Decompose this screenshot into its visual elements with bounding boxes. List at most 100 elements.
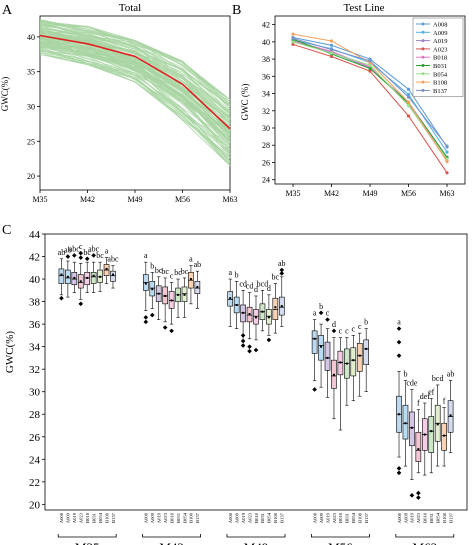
line-label: B018 [85, 512, 90, 523]
outlier-marker [65, 254, 71, 259]
mean-marker [267, 316, 270, 319]
box-body [324, 341, 331, 371]
line-label: A009 [150, 512, 155, 523]
group-bracket [142, 534, 201, 538]
line-label: B031 [91, 512, 96, 523]
group-M63: a A008 b A009 cde A019 f A023 def B018 ef B031 bcd B0… [395, 318, 455, 545]
group-bracket [395, 534, 455, 538]
box-body [311, 330, 318, 354]
significance-letter: f [443, 396, 446, 405]
x-tick-label: M56 [401, 189, 416, 198]
x-tick-label: M35 [32, 195, 47, 204]
box-A009: ab A009 [64, 246, 72, 524]
group-M49: aA008bA009cdA019cdA023dB018bcdB031dB054b… [226, 259, 286, 545]
box-body [356, 342, 363, 372]
bundle-line [39, 40, 231, 141]
box-A019: abc A019 [69, 244, 81, 523]
panel-a-letter: A [2, 3, 13, 18]
x-tick-label: M56 [175, 195, 190, 204]
series-point [445, 150, 449, 154]
group-M42: aA008bA009bcA019bcA023cB018bcB031bcB054a… [142, 251, 201, 545]
mean-marker [177, 293, 180, 296]
line-label: B137 [448, 512, 453, 523]
box-A019: c A019 [324, 309, 331, 523]
panel-a-ylabel: GWC(%) [0, 77, 10, 112]
significance-letter: d [332, 320, 336, 329]
significance-letter: c [170, 271, 174, 280]
series-point [291, 42, 295, 47]
box-B031: bc B031 [174, 268, 182, 523]
group-M56: a A008 b A009 c A019 d A023 c B018 c B031 c B054 c B108… [311, 302, 370, 545]
mean-marker [144, 282, 147, 285]
box-body [350, 347, 357, 377]
box-B031: bcd B031 [257, 279, 269, 523]
significance-letter: b [403, 369, 407, 378]
box-A008: a A008 [396, 318, 402, 523]
line-label: B031 [429, 512, 434, 523]
mean-marker [449, 414, 452, 417]
panel-a-title: Total [119, 2, 141, 14]
box-body [110, 270, 116, 282]
y-tick-label: 38 [29, 297, 41, 309]
box-B137: abc B137 [107, 255, 119, 523]
legend-label: A008 [433, 22, 447, 29]
line-label: B018 [254, 512, 259, 523]
box-body [58, 268, 65, 284]
line-label: A008 [144, 512, 149, 523]
series-point [329, 39, 334, 43]
bundle-line [39, 21, 231, 100]
panel-b: B Test Line GWC (%) 24 26 28 30 32 34 36 38 40 42… [232, 2, 466, 198]
box-B031: c B031 [344, 327, 350, 523]
outlier-marker [84, 256, 90, 262]
x-tick-label: M49 [362, 189, 377, 198]
y-tick-label: 42 [262, 21, 270, 30]
line-label: A019 [325, 512, 330, 523]
significance-letter: a [313, 309, 317, 318]
line-label: B018 [423, 512, 428, 523]
box-body [428, 416, 435, 453]
legend-marker [421, 88, 425, 92]
y-tick-label: 40 [29, 274, 41, 286]
outlier-marker [78, 250, 84, 256]
mean-marker [157, 292, 160, 295]
box-A009: b A009 [233, 270, 240, 523]
outlier-marker [325, 317, 330, 322]
series-point [329, 51, 334, 55]
series-point [329, 48, 334, 52]
y-tick-label: 32 [29, 364, 40, 376]
significance-letter: cd [239, 279, 247, 288]
x-tick-label: M63 [222, 195, 237, 204]
mean-marker [255, 316, 257, 319]
series-point [445, 160, 449, 164]
bundle-line [39, 23, 231, 114]
box-B108: f B108 [441, 396, 447, 523]
box-B054: d B054 [266, 284, 272, 523]
legend-label: B137 [433, 88, 448, 95]
y-tick-label: 36 [29, 319, 41, 331]
mean-marker [358, 354, 361, 357]
x-tick-label: M35 [285, 189, 300, 198]
legend-marker [421, 55, 425, 59]
legend-marker [421, 64, 425, 67]
series-point [368, 59, 372, 63]
series-point [329, 43, 334, 47]
significance-letter: c [358, 322, 362, 331]
y-tick-label: 30 [27, 102, 35, 111]
line-label: A019 [410, 512, 415, 523]
significance-letter: def [420, 392, 431, 401]
box-B018: def B018 [420, 392, 431, 523]
panel-b-letter: B [232, 3, 241, 18]
panel-a-line-bundle [39, 19, 231, 166]
box-B108: a B108 [103, 247, 110, 523]
mean-marker [436, 423, 439, 426]
y-tick-label: 30 [262, 124, 270, 133]
y-tick-label: 26 [262, 158, 270, 167]
y-tick-label: 44 [29, 229, 41, 241]
group-label: M56 [328, 540, 353, 545]
significance-letter: bc [174, 268, 182, 277]
bundle-line [39, 23, 231, 102]
outlier-marker [169, 328, 174, 334]
significance-letter: d [267, 284, 271, 293]
outlier-marker [72, 253, 77, 258]
